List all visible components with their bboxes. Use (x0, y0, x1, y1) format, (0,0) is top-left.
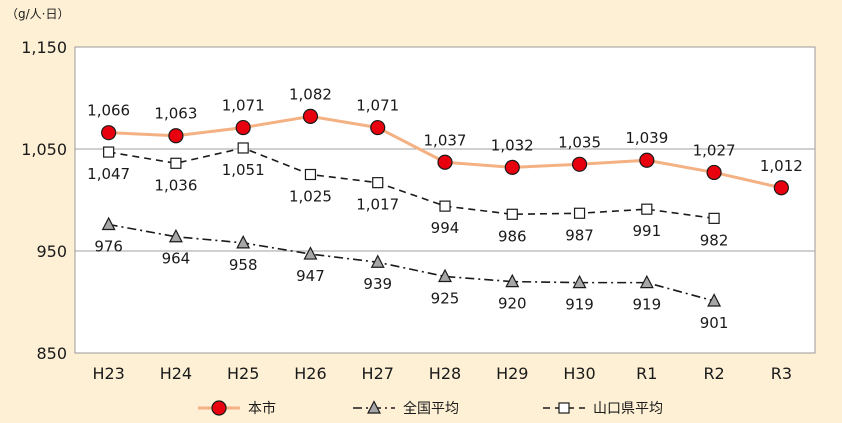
data-label: 1,036 (154, 176, 197, 194)
legend-marker (211, 400, 227, 416)
data-label: 1,012 (760, 157, 803, 175)
data-point (708, 212, 720, 224)
data-label: 1,063 (154, 105, 197, 123)
data-point (437, 154, 453, 170)
data-point (641, 203, 653, 215)
y-tick-label: 850 (36, 344, 67, 363)
y-tick-label: 950 (36, 242, 67, 261)
legend-label: 全国平均 (403, 400, 459, 417)
data-point (370, 119, 386, 136)
data-label: 1,051 (222, 161, 265, 179)
data-point (370, 254, 385, 268)
x-tick-label: H24 (160, 364, 192, 383)
data-point (438, 268, 452, 283)
data-point (706, 164, 722, 181)
data-point (101, 216, 116, 231)
data-point (439, 200, 451, 212)
data-label: 925 (431, 290, 460, 308)
data-point (372, 177, 384, 189)
data-point (168, 128, 184, 144)
data-point (639, 274, 654, 289)
x-tick-label: H28 (429, 364, 461, 383)
data-label: 1,047 (87, 165, 130, 183)
series-line-1 (108, 223, 715, 302)
data-label: 1,017 (356, 196, 399, 214)
y-tick-label: 1,050 (21, 140, 67, 159)
data-label: 991 (632, 222, 661, 240)
x-tick-label: H29 (496, 364, 528, 383)
data-point (707, 293, 722, 307)
data-label: 986 (498, 227, 527, 245)
data-point (170, 157, 182, 169)
plot-area (74, 46, 816, 354)
x-tick-label: R3 (771, 364, 792, 383)
x-tick-label: H27 (362, 364, 394, 383)
data-label: 1,071 (356, 97, 399, 115)
data-label: 947 (296, 267, 325, 285)
data-label: 964 (162, 250, 191, 268)
data-point (572, 274, 587, 289)
data-point (773, 180, 789, 196)
data-point (304, 168, 317, 181)
data-point (101, 125, 117, 141)
data-label: 987 (565, 226, 594, 244)
data-label: 1,037 (424, 131, 467, 149)
data-point (235, 119, 251, 136)
data-point (505, 273, 520, 288)
x-tick-label: H26 (294, 364, 326, 383)
data-point (302, 108, 319, 124)
data-point (571, 156, 588, 172)
data-point (237, 142, 249, 154)
x-tick-label: R2 (703, 364, 724, 383)
legend-marker (558, 402, 570, 414)
x-tick-label: H23 (92, 364, 124, 383)
legend-label: 本市 (248, 400, 276, 417)
data-label: 982 (700, 231, 729, 249)
data-label: 901 (700, 314, 729, 332)
data-label: 1,039 (625, 129, 668, 147)
data-point (573, 207, 586, 219)
data-point (236, 235, 251, 249)
data-label: 994 (431, 219, 460, 237)
data-point (506, 208, 518, 220)
data-label: 1,071 (222, 97, 265, 115)
data-label: 919 (632, 296, 661, 314)
legend-label: 山口県平均 (593, 401, 663, 417)
data-label: 1,032 (491, 136, 534, 154)
data-point (504, 159, 520, 175)
data-point (303, 246, 318, 260)
data-label: 919 (565, 296, 594, 314)
data-label: 920 (498, 295, 527, 313)
unit-label: （g/人·日） (6, 7, 69, 21)
data-point (103, 146, 115, 158)
data-label: 1,066 (87, 102, 130, 120)
data-point (639, 152, 655, 168)
x-tick-label: H30 (563, 364, 595, 383)
data-label: 1,082 (289, 85, 332, 103)
series-line-2 (108, 147, 715, 220)
data-label: 976 (94, 237, 123, 255)
data-label: 1,027 (693, 141, 736, 159)
data-label: 958 (229, 256, 258, 274)
data-label: 939 (363, 275, 392, 293)
y-tick-label: 1,150 (21, 38, 67, 57)
x-tick-label: H25 (227, 364, 259, 383)
data-label: 1,025 (289, 188, 332, 206)
legend-marker (367, 400, 381, 414)
data-label: 1,035 (558, 133, 601, 151)
x-tick-label: R1 (636, 364, 657, 383)
data-point (168, 228, 183, 243)
